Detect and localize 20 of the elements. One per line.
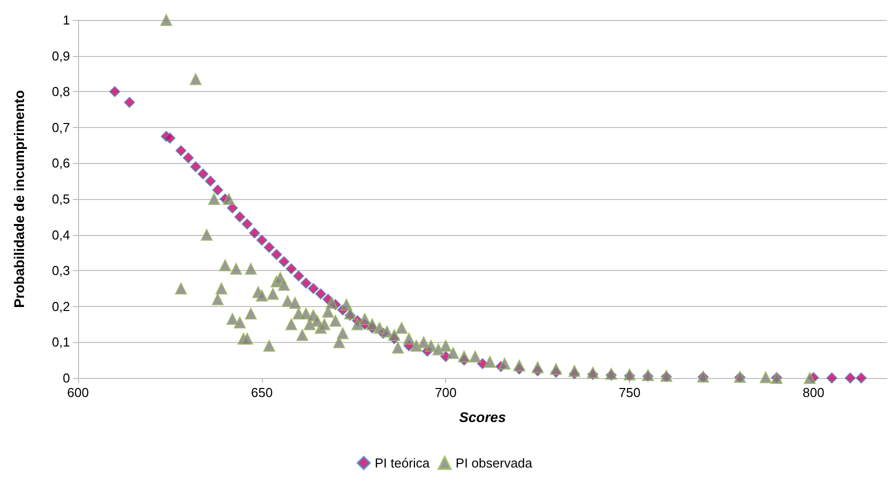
legend-label: PI observada xyxy=(456,456,534,470)
y-tick-label: 0,6 xyxy=(52,156,70,171)
y-tick-label: 0,7 xyxy=(52,120,70,135)
y-tick-label: 0,4 xyxy=(52,227,70,242)
y-tick-label: 0 xyxy=(62,370,70,386)
x-tick-label: 700 xyxy=(434,385,457,400)
x-axis-title: Scores xyxy=(459,409,506,425)
y-tick-label: 1 xyxy=(62,12,70,28)
x-tick-label: 750 xyxy=(618,385,640,400)
legend-label: PI teórica xyxy=(374,456,430,470)
y-tick-label: 0,8 xyxy=(52,84,70,100)
x-tick-label: 800 xyxy=(802,385,824,400)
x-tick-label: 600 xyxy=(67,385,89,400)
y-tick-label: 0,3 xyxy=(52,263,70,278)
y-tick-label: 0,1 xyxy=(52,334,70,350)
x-tick-label: 650 xyxy=(251,385,273,400)
y-tick-label: 0,9 xyxy=(52,48,70,64)
y-axis-title: Probabilidade de incumprimento xyxy=(11,90,27,308)
y-tick-label: 0,5 xyxy=(52,192,70,206)
y-tick-label: 0,2 xyxy=(52,298,70,314)
